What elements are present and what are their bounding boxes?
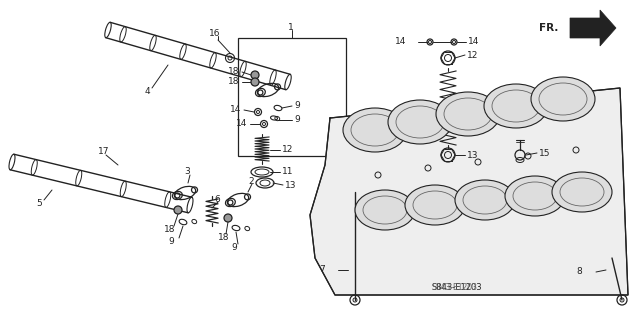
Polygon shape — [310, 88, 628, 295]
Text: FR.: FR. — [538, 23, 558, 33]
Text: 9: 9 — [168, 237, 174, 246]
Circle shape — [224, 214, 232, 222]
Text: 18: 18 — [164, 226, 175, 235]
Text: 1: 1 — [288, 22, 294, 31]
Bar — [238, 38, 346, 156]
Ellipse shape — [343, 108, 407, 152]
Ellipse shape — [455, 180, 515, 220]
Text: 6: 6 — [214, 195, 220, 204]
Text: 8: 8 — [576, 268, 582, 276]
Text: 14: 14 — [236, 119, 247, 129]
Ellipse shape — [552, 172, 612, 212]
Text: 15: 15 — [539, 148, 550, 157]
Text: 17: 17 — [98, 148, 109, 156]
Circle shape — [251, 71, 259, 79]
Text: 4: 4 — [145, 87, 150, 97]
Text: 14: 14 — [230, 106, 242, 115]
Text: 18: 18 — [228, 77, 240, 86]
Polygon shape — [570, 10, 616, 46]
Ellipse shape — [405, 185, 465, 225]
Text: 11: 11 — [282, 167, 294, 177]
Text: 9: 9 — [294, 101, 300, 110]
Ellipse shape — [484, 84, 548, 128]
Text: 9: 9 — [294, 116, 300, 124]
Text: 10: 10 — [472, 103, 484, 113]
Ellipse shape — [388, 100, 452, 144]
Text: 14: 14 — [394, 37, 406, 46]
Text: 3: 3 — [184, 167, 190, 177]
Text: 12: 12 — [467, 51, 479, 60]
Text: 16: 16 — [209, 28, 221, 37]
Circle shape — [251, 78, 259, 86]
Text: 2: 2 — [248, 177, 253, 186]
Text: 13: 13 — [467, 150, 479, 159]
Circle shape — [174, 206, 182, 214]
Text: 13: 13 — [285, 180, 296, 189]
Ellipse shape — [436, 92, 500, 136]
Text: 18: 18 — [218, 234, 230, 243]
Text: 9: 9 — [231, 244, 237, 252]
Text: 7: 7 — [320, 266, 325, 275]
Text: 18: 18 — [228, 68, 240, 76]
Ellipse shape — [355, 190, 415, 230]
Text: S843-E1203: S843-E1203 — [432, 284, 482, 292]
Text: 12: 12 — [282, 146, 293, 155]
Ellipse shape — [505, 176, 565, 216]
Ellipse shape — [531, 77, 595, 121]
Text: 5: 5 — [36, 199, 42, 209]
Text: S843-E1203: S843-E1203 — [432, 284, 478, 292]
Text: 14: 14 — [468, 37, 479, 46]
